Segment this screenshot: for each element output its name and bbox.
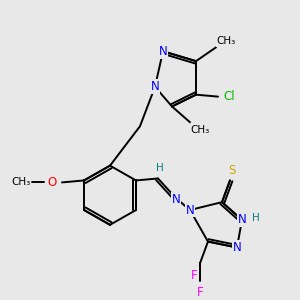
Text: O: O [47, 176, 57, 189]
Text: CH₃: CH₃ [11, 177, 31, 188]
Text: H: H [156, 163, 164, 172]
Text: N: N [172, 193, 180, 206]
Text: F: F [191, 268, 197, 282]
Text: Cl: Cl [223, 90, 235, 103]
Text: CH₃: CH₃ [190, 125, 210, 135]
Text: N: N [151, 80, 159, 93]
Text: N: N [159, 45, 167, 58]
Text: CH₃: CH₃ [216, 36, 236, 46]
Text: N: N [238, 213, 246, 226]
Text: S: S [228, 164, 236, 177]
Text: N: N [232, 241, 242, 254]
Text: H: H [252, 213, 260, 223]
Text: F: F [197, 286, 203, 299]
Text: N: N [186, 203, 194, 217]
